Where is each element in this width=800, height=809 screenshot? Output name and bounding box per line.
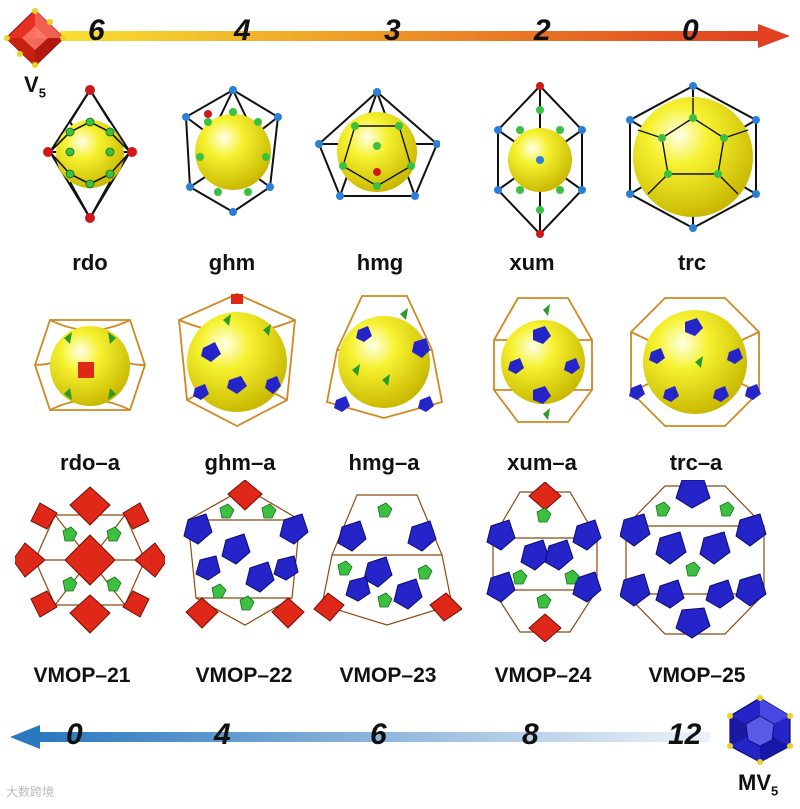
row2-label-5: trc–a (669, 450, 723, 475)
bottom-tick-4: 12 (668, 718, 702, 751)
rdo-a-net-figure (34, 319, 146, 411)
mv5-polyhedron-icon (727, 695, 793, 765)
row3-label-2: VMOP–22 (195, 664, 293, 687)
xum-cage-figure (494, 82, 586, 238)
row2-label-3: hmg–a (348, 450, 420, 475)
hmg-cage-figure (315, 88, 440, 200)
top-tick-1: 4 (234, 14, 251, 47)
xum-a-net-figure (493, 297, 593, 423)
row2-label-1: rdo–a (60, 450, 120, 475)
row3-label-5: VMOP–25 (648, 664, 746, 687)
row3-label-1: VMOP–21 (33, 664, 131, 687)
row1-label-5: trc (677, 250, 707, 275)
vmop-22-structure (183, 480, 309, 629)
trc-a-net-figure (629, 297, 761, 427)
bottom-scale-arrow (10, 725, 710, 749)
top-tick-0: 6 (88, 14, 105, 47)
bottom-tick-1: 4 (214, 718, 231, 751)
row2-label-2: ghm–a (204, 450, 276, 475)
vmop-24-structure (486, 482, 602, 642)
trc-cage-figure (626, 82, 760, 232)
watermark: 大数跨境 (6, 785, 55, 799)
row1-label-3: hmg (356, 250, 404, 275)
ghm-a-net-figure (178, 293, 296, 428)
vmop-21-structure (15, 486, 165, 634)
row1-label-1: rdo (72, 250, 108, 275)
vmop-25-structure (620, 480, 767, 639)
row1-label-2: ghm (208, 250, 256, 275)
v5-label: V5 (24, 72, 46, 101)
bottom-tick-0: 0 (66, 718, 83, 751)
top-scale-arrow (60, 24, 790, 48)
row3-label-3: VMOP–23 (339, 664, 437, 687)
top-tick-2: 3 (384, 14, 401, 47)
vmop-23-structure (313, 494, 462, 626)
row3-label-4: VMOP–24 (494, 664, 592, 687)
top-tick-3: 2 (534, 14, 551, 47)
top-tick-4: 0 (682, 14, 699, 47)
row1-label-4: xum (509, 250, 555, 275)
ghm-cage-figure (182, 86, 282, 216)
rdo-cage-figure (43, 85, 137, 223)
row2-label-4: xum–a (507, 450, 577, 475)
bottom-tick-2: 6 (370, 718, 387, 751)
bottom-tick-3: 8 (522, 718, 539, 751)
hmg-a-net-figure (325, 295, 444, 419)
v5-octahedron-icon (4, 8, 66, 68)
mv5-label: MV5 (738, 770, 779, 799)
